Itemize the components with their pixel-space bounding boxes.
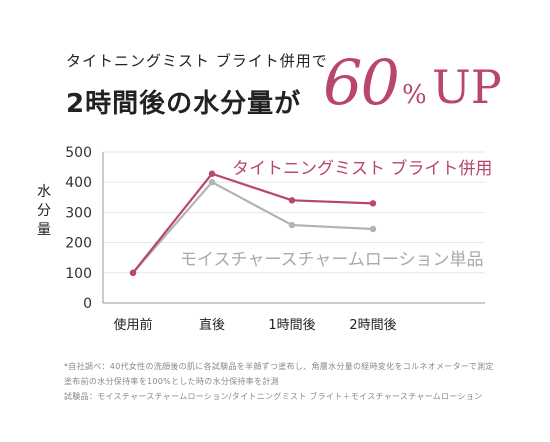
- series-line-mist: [132, 172, 374, 274]
- x-tick-label: 直後: [199, 318, 225, 333]
- data-point-lotion: [208, 179, 216, 186]
- data-point-mist: [129, 269, 137, 276]
- highlight-percent: %: [402, 80, 427, 110]
- headline-subtitle: タイトニングミスト ブライト併用で: [66, 52, 328, 70]
- series-line-lotion: [132, 181, 374, 274]
- x-tick-label: 使用前: [113, 317, 152, 333]
- y-tick-label: 400: [65, 175, 92, 191]
- y-tick-label: 300: [65, 205, 92, 221]
- data-point-lotion: [288, 221, 296, 229]
- data-point-mist: [208, 170, 216, 177]
- data-point-mist: [369, 200, 377, 207]
- headline-title: 2時間後の水分量が: [66, 89, 302, 119]
- y-tick-label: 500: [65, 145, 92, 161]
- x-tick-label: 2時間後: [349, 318, 396, 333]
- series-label-mist: タイトニングミスト ブライト併用: [232, 158, 492, 179]
- highlight-number: 60: [323, 46, 400, 119]
- series-label-lotion: モイスチャースチャームローション単品: [180, 250, 483, 270]
- data-point-mist: [288, 197, 296, 204]
- footnote-1: *自社調べ：40代女性の洗顔後の肌に各試験品を半顔ずつ塗布し、角層水分量の経時変…: [64, 362, 494, 371]
- y-tick-label: 0: [83, 296, 92, 312]
- footnote-3: 試験品：モイスチャースチャームローション/タイトニングミスト ブライト＋モイスチ…: [64, 392, 483, 401]
- y-tick-label: 200: [65, 236, 92, 252]
- y-tick-label: 100: [65, 266, 92, 282]
- x-tick-label: 1時間後: [268, 318, 315, 333]
- y-axis-label: 水分量: [37, 184, 51, 238]
- highlight-up: UP: [432, 60, 502, 114]
- data-point-lotion: [369, 225, 377, 233]
- footnote-2: 塗布前の水分保持率を100%とした時の水分保持率を計測: [64, 377, 279, 386]
